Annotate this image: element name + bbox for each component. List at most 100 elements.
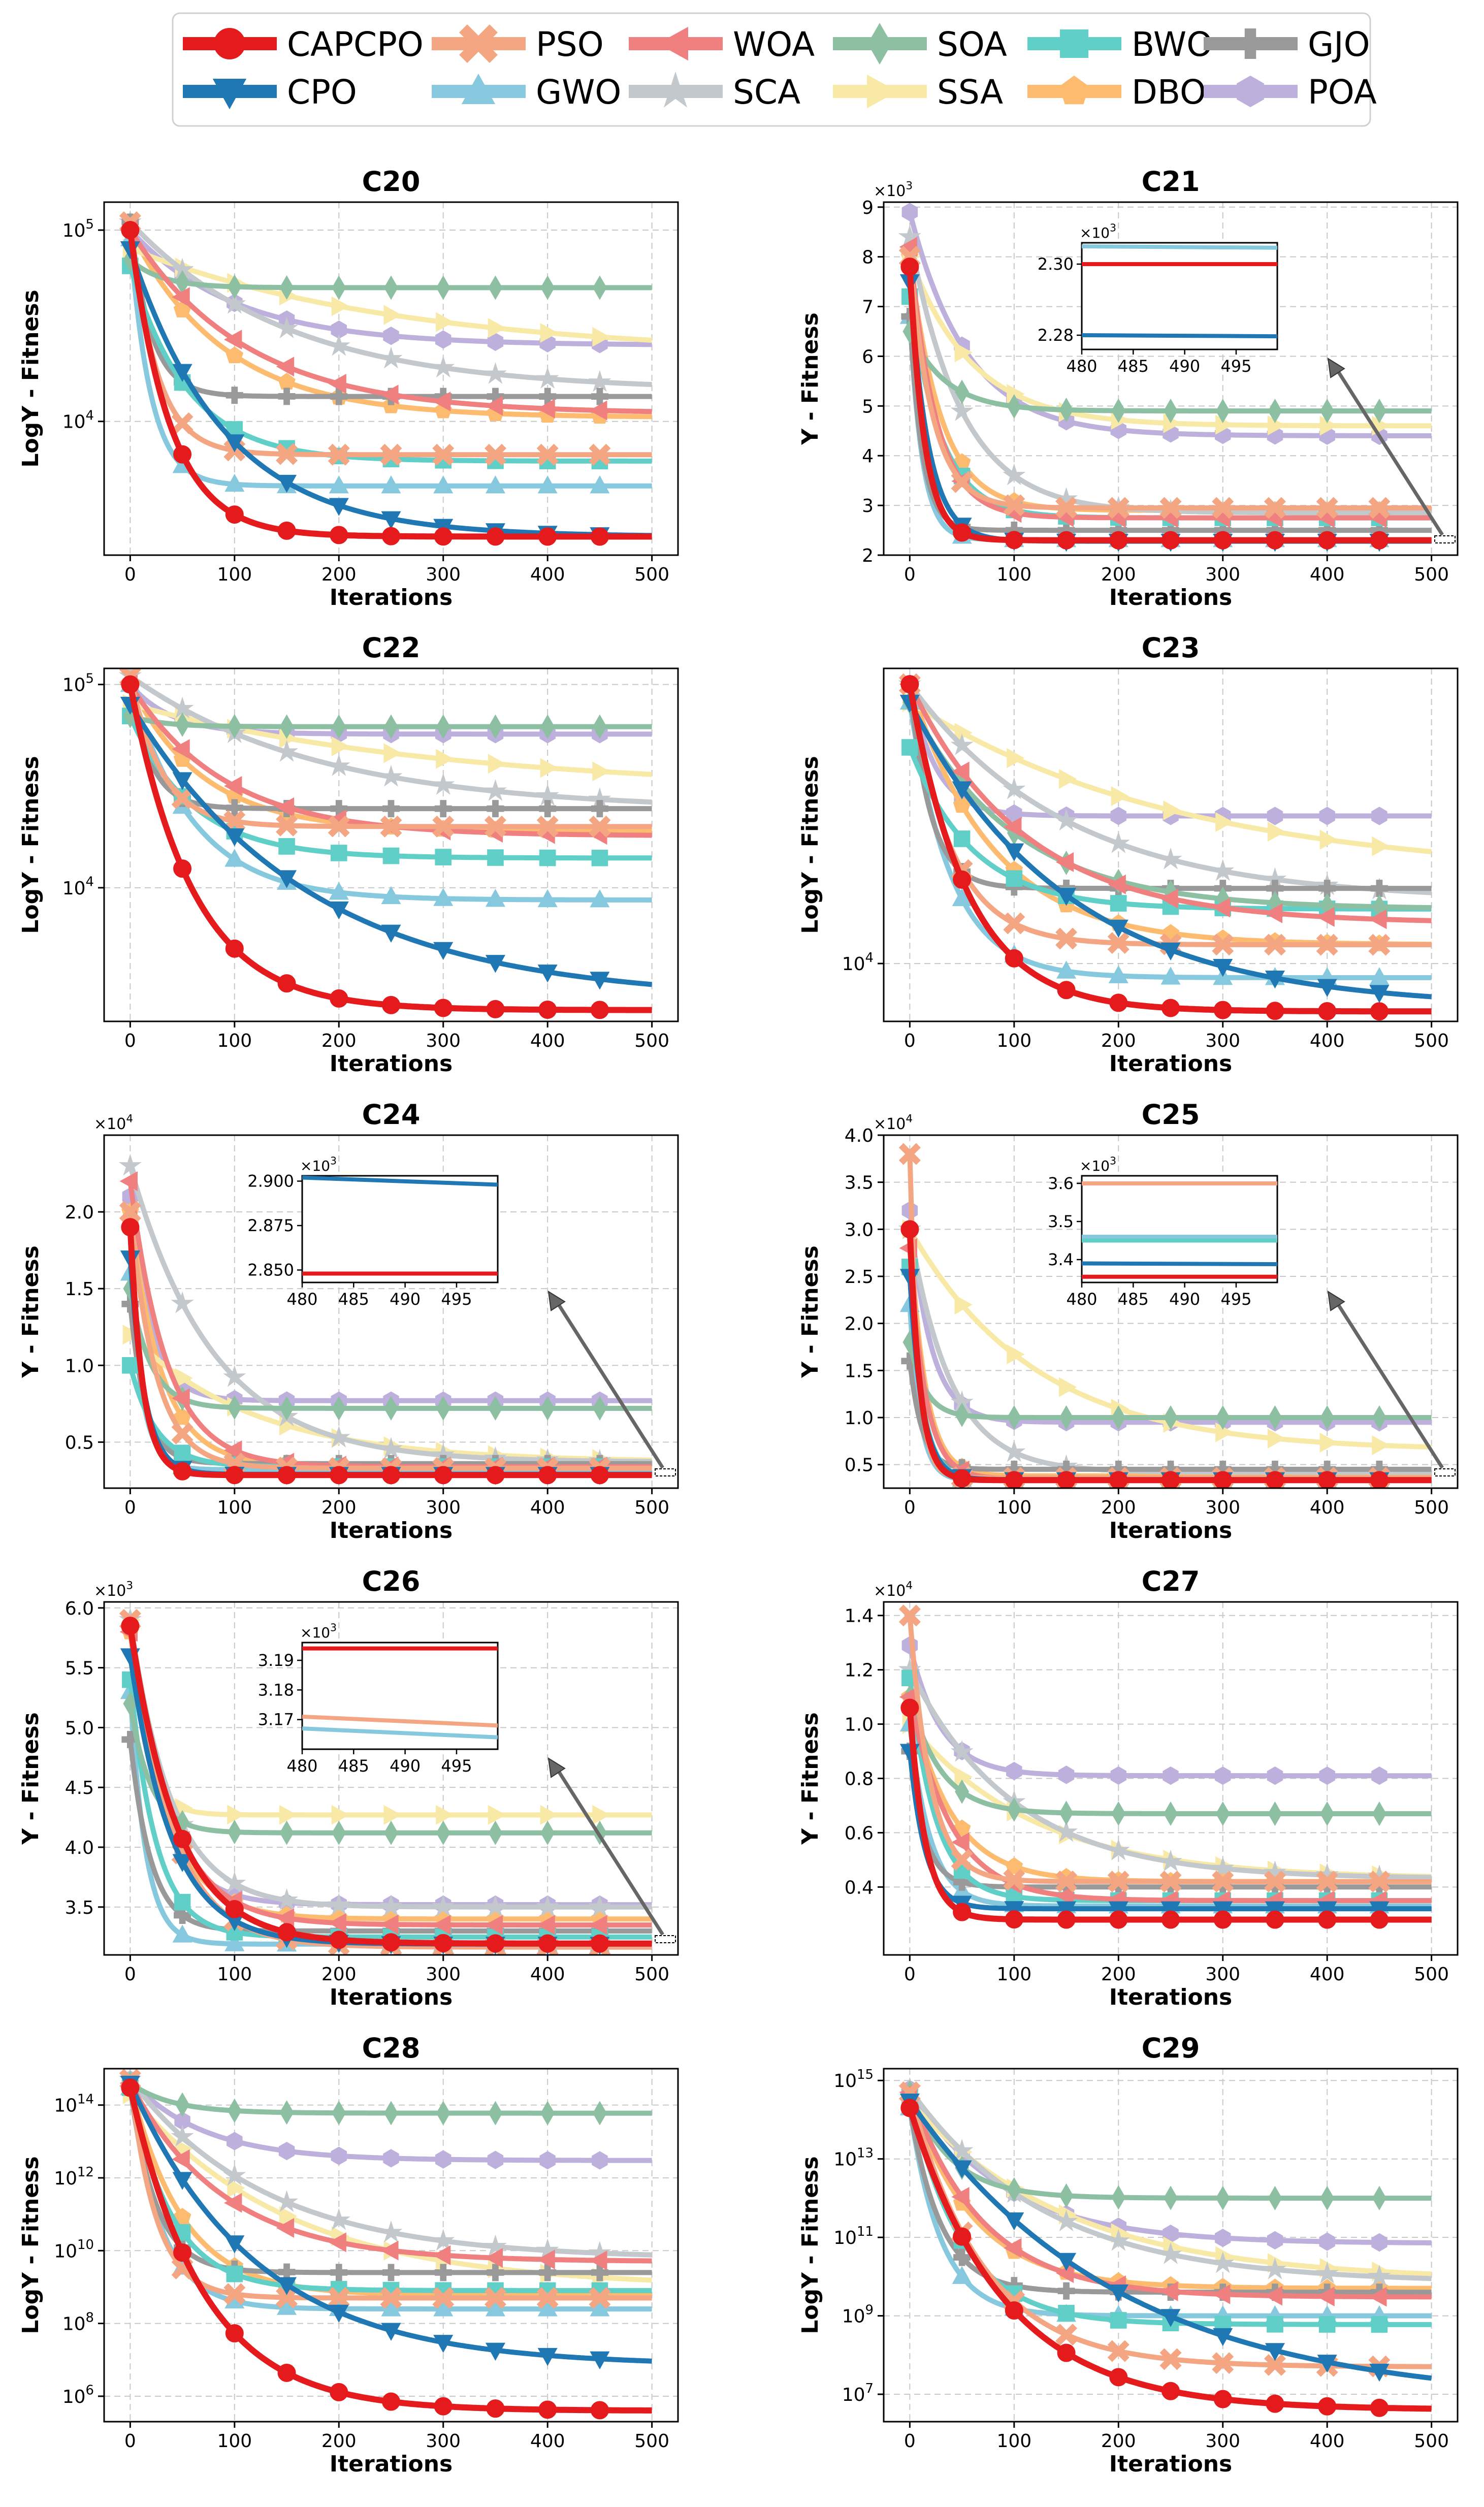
data-point	[122, 1357, 139, 1374]
data-point	[1263, 2257, 1287, 2279]
data-point	[950, 399, 974, 422]
data-point	[1215, 812, 1234, 832]
data-point	[540, 2101, 555, 2126]
data-point	[589, 815, 611, 838]
series-line	[128, 229, 653, 414]
data-point	[1211, 1856, 1235, 1878]
data-point	[278, 838, 295, 855]
data-point	[379, 1894, 403, 1916]
x-tick-label: 0	[124, 1964, 136, 1985]
data-point	[224, 1440, 242, 1460]
y-tick-label: 1015	[833, 2067, 874, 2092]
x-tick-label: 100	[996, 1031, 1031, 1051]
y-tick-label: 5.0	[65, 1718, 94, 1739]
data-point	[486, 527, 505, 546]
data-point	[1164, 1405, 1178, 1430]
series-poa	[901, 1636, 1432, 1785]
data-point	[1215, 398, 1230, 424]
data-point	[332, 2101, 346, 2126]
data-point	[485, 475, 505, 494]
data-point	[277, 1466, 296, 1485]
data-point	[1004, 1901, 1024, 1919]
data-point	[540, 1820, 555, 1845]
inset-series-gwo	[302, 1726, 498, 1740]
x-tick-label: 200	[1101, 2431, 1136, 2452]
x-tick-label: 100	[996, 1497, 1031, 1518]
data-point	[121, 675, 140, 694]
zoom-region-box	[1434, 535, 1456, 543]
data-point	[1110, 2312, 1127, 2329]
data-point	[1005, 1471, 1023, 1488]
x-tick-label: 100	[996, 1964, 1031, 1985]
data-point	[381, 886, 401, 905]
zoom-arrow-line	[552, 1762, 664, 1936]
series-capcpo	[900, 675, 1433, 1021]
data-point	[593, 2101, 607, 2126]
data-point	[590, 972, 610, 990]
data-point	[588, 370, 611, 392]
data-point	[119, 1171, 138, 1192]
series-soa	[902, 1330, 1432, 1430]
data-point	[173, 2243, 192, 2262]
data-point	[487, 849, 504, 866]
data-point	[1163, 1766, 1179, 1785]
data-point	[1369, 2363, 1390, 2382]
data-point	[1266, 1910, 1284, 1929]
data-point	[1371, 1766, 1388, 1785]
data-point	[1319, 1432, 1338, 1453]
data-point	[382, 1933, 400, 1952]
data-point	[380, 815, 402, 838]
x-tick-label: 300	[426, 2431, 461, 2452]
y-tick-label: 8	[862, 247, 874, 268]
data-point	[1055, 927, 1078, 950]
series-soa	[902, 1685, 1432, 1826]
panel-c24: 0 100 200 300 400 500 0.5 1.0 1.5 2.0 ×104 C24 Itera…	[18, 1099, 679, 1544]
data-point	[1107, 1838, 1130, 1860]
data-point	[224, 434, 245, 453]
data-point	[590, 2351, 610, 2370]
data-point	[380, 443, 402, 466]
data-point	[536, 367, 559, 389]
inset-x-tick-label: 495	[1220, 1290, 1251, 1309]
data-point	[590, 527, 609, 546]
panel-title: C26	[362, 1565, 421, 1597]
data-point	[1211, 859, 1235, 881]
inset-y-multiplier: ×103	[300, 1621, 337, 1641]
data-point	[1162, 1910, 1180, 1929]
data-point	[332, 1396, 346, 1421]
data-point	[379, 2220, 403, 2242]
data-point	[224, 330, 242, 350]
data-point	[1110, 807, 1126, 825]
data-point	[590, 475, 610, 494]
data-point	[382, 995, 400, 1014]
data-point	[277, 2277, 297, 2295]
x-tick-label: 400	[530, 1964, 565, 1985]
legend-marker-x	[459, 24, 498, 63]
x-tick-label: 400	[1310, 1964, 1345, 1985]
data-point	[537, 2298, 558, 2317]
y-axis-label: Y - Fitness	[18, 1712, 44, 1845]
data-point	[537, 475, 558, 494]
data-point	[1058, 1377, 1077, 1397]
panel-c20: 0 100 200 300 400 500 104 105 C20 Iterations LogY …	[18, 166, 679, 610]
data-point	[1265, 971, 1285, 989]
data-point	[589, 2250, 607, 2271]
data-point	[537, 889, 558, 908]
data-point	[900, 1698, 919, 1717]
x-tick-label: 200	[321, 1964, 357, 1985]
data-point	[1109, 531, 1128, 550]
data-point	[433, 2298, 454, 2317]
y-tick-label: 109	[842, 2302, 874, 2327]
data-point	[486, 1000, 505, 1018]
data-point	[278, 2141, 295, 2161]
data-point	[384, 1396, 398, 1421]
y-tick-label: 3.0	[845, 1219, 874, 1240]
data-point	[1213, 1910, 1232, 1929]
data-point	[953, 870, 972, 889]
data-point	[1160, 942, 1181, 961]
series-soa	[123, 2071, 653, 2126]
series-soa	[123, 247, 653, 300]
data-point	[952, 2160, 972, 2178]
legend-label: CAPCPO	[287, 25, 424, 64]
data-point	[950, 2139, 974, 2161]
